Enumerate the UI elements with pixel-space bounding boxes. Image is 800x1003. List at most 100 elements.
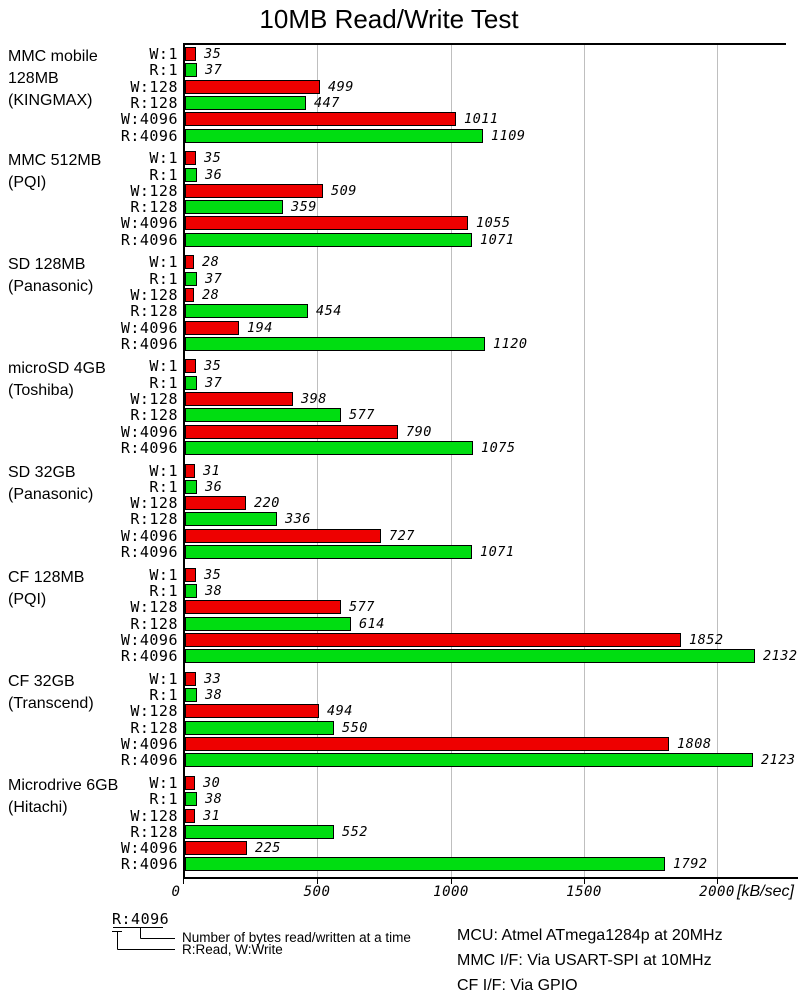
write-bar — [185, 808, 195, 823]
device-group: Microdrive 6GB (Hitachi) W:1 30 R:1 38 W:128 31… — [0, 773, 800, 877]
bar-label: R:1 — [149, 269, 178, 288]
bar-label: R:128 — [130, 510, 178, 529]
device-label: CF 32GB (Transcend) — [8, 671, 148, 715]
bar-label: W:4096 — [120, 734, 178, 753]
bar-row: R:4096 2132 — [0, 648, 800, 664]
bar-row: W:1 33 — [0, 671, 800, 687]
bar-label: W:1 — [149, 149, 178, 168]
write-bar — [185, 255, 194, 270]
bar-value: 28 — [202, 286, 220, 303]
x-tick-label-500: 500 — [303, 884, 331, 900]
bar-value: 1120 — [493, 335, 528, 352]
bar-value: 614 — [359, 615, 385, 632]
device-group: SD 128MB (Panasonic) W:1 28 R:1 37 W:128 28 R:12… — [0, 252, 800, 356]
write-bar — [185, 359, 196, 374]
bar-row: W:4096 1055 — [0, 215, 800, 231]
bar-label: W:128 — [130, 702, 178, 721]
x-tick-label-1000: 1000 — [433, 884, 469, 900]
bar-label: R:1 — [149, 165, 178, 184]
read-bar — [185, 688, 197, 703]
bar-row: R:4096 1075 — [0, 440, 800, 456]
read-bar — [185, 583, 197, 598]
bar-value: 577 — [349, 599, 375, 616]
device-label-line: MMC mobile — [8, 48, 98, 65]
bar-label: W:1 — [149, 669, 178, 688]
bar-value: 35 — [204, 566, 222, 583]
device-label-line: (KINGMAX) — [8, 92, 93, 109]
write-bar — [185, 463, 195, 478]
bar-label: W:4096 — [120, 110, 178, 129]
x-tick-2000 — [717, 879, 718, 884]
legend-example-label: R:4096 — [112, 910, 170, 928]
read-bar — [185, 232, 472, 247]
bar-row: W:4096 225 — [0, 840, 800, 856]
write-bar — [185, 79, 320, 94]
bar-label: R:128 — [130, 406, 178, 425]
bar-label: R:128 — [130, 198, 178, 217]
device-label-line: Microdrive 6GB — [8, 776, 119, 794]
bar-label: R:4096 — [120, 230, 178, 249]
bar-value: 37 — [205, 62, 223, 79]
bar-label: R:1 — [149, 581, 178, 600]
bar-label: W:1 — [149, 45, 178, 64]
bar-label: R:4096 — [120, 751, 178, 770]
bar-row: R:128 552 — [0, 824, 800, 840]
bar-label: W:128 — [130, 77, 178, 96]
bar-row: R:128 359 — [0, 199, 800, 215]
bar-label: W:1 — [149, 253, 178, 272]
x-tick-500 — [317, 879, 318, 884]
device-label-line: CF 128MB — [8, 568, 85, 586]
write-bar — [185, 320, 239, 335]
bar-label: R:128 — [130, 614, 178, 633]
write-bar — [185, 736, 669, 751]
bar-label: W:128 — [130, 390, 178, 409]
device-label: CF 128MB (PQI) — [8, 567, 148, 611]
bar-row: R:1 37 — [0, 62, 800, 78]
bar-row: R:4096 2123 — [0, 752, 800, 768]
bar-row: W:1 35 — [0, 358, 800, 374]
bar-row: R:1 36 — [0, 165, 800, 184]
read-bar — [185, 96, 306, 111]
bar-value: 31 — [203, 462, 221, 479]
bar-row: R:128 550 — [0, 720, 800, 736]
gridline-1000 — [451, 45, 452, 877]
bar-row: R:1 38 — [0, 791, 800, 807]
bar-label: R:4096 — [120, 126, 178, 145]
write-bar — [185, 216, 468, 231]
x-tick-label-2000: 2000 — [699, 884, 735, 900]
plot-top-border — [184, 43, 786, 45]
bar-row: R:128 577 — [0, 407, 800, 423]
write-bar — [185, 528, 381, 543]
bar-row: R:128 447 — [0, 95, 800, 111]
device-label: MMC 512MB (PQI) — [8, 150, 148, 194]
bar-row: W:128 28 — [0, 287, 800, 303]
bar-row: R:128 336 — [0, 511, 800, 527]
bar-label: W:1 — [149, 773, 178, 792]
device-label-line: (Toshiba) — [8, 382, 74, 400]
bar-row: R:1 36 — [0, 479, 800, 495]
write-bar — [185, 392, 293, 407]
write-bar — [185, 567, 196, 582]
bar-value: 1055 — [476, 215, 511, 232]
write-bar — [185, 704, 319, 719]
bar-row: W:4096 727 — [0, 528, 800, 544]
write-bar — [185, 632, 681, 647]
read-bar — [185, 63, 197, 78]
read-bar — [185, 512, 277, 527]
read-bar — [185, 545, 472, 560]
bar-label: W:4096 — [120, 422, 178, 441]
write-bar — [185, 496, 246, 511]
bar-row: W:1 31 — [0, 462, 800, 479]
bar-value: 1075 — [481, 439, 516, 456]
bar-value: 454 — [316, 303, 342, 320]
write-bar — [185, 151, 196, 166]
read-bar — [185, 200, 283, 215]
device-group: MMC 512MB (PQI) W:1 35 R:1 36 W:128 509 R:128 359… — [0, 148, 800, 252]
bar-row: W:1 35 — [0, 46, 800, 62]
bar-label: W:4096 — [120, 630, 178, 649]
bar-value: 494 — [327, 703, 353, 720]
read-bar — [185, 720, 334, 735]
bar-row: W:128 577 — [0, 599, 800, 615]
bar-label: W:128 — [130, 181, 178, 200]
bar-groups: MMC mobile 128MB (KINGMAX) W:1 35 R:1 37 W:128 4… — [0, 44, 800, 877]
